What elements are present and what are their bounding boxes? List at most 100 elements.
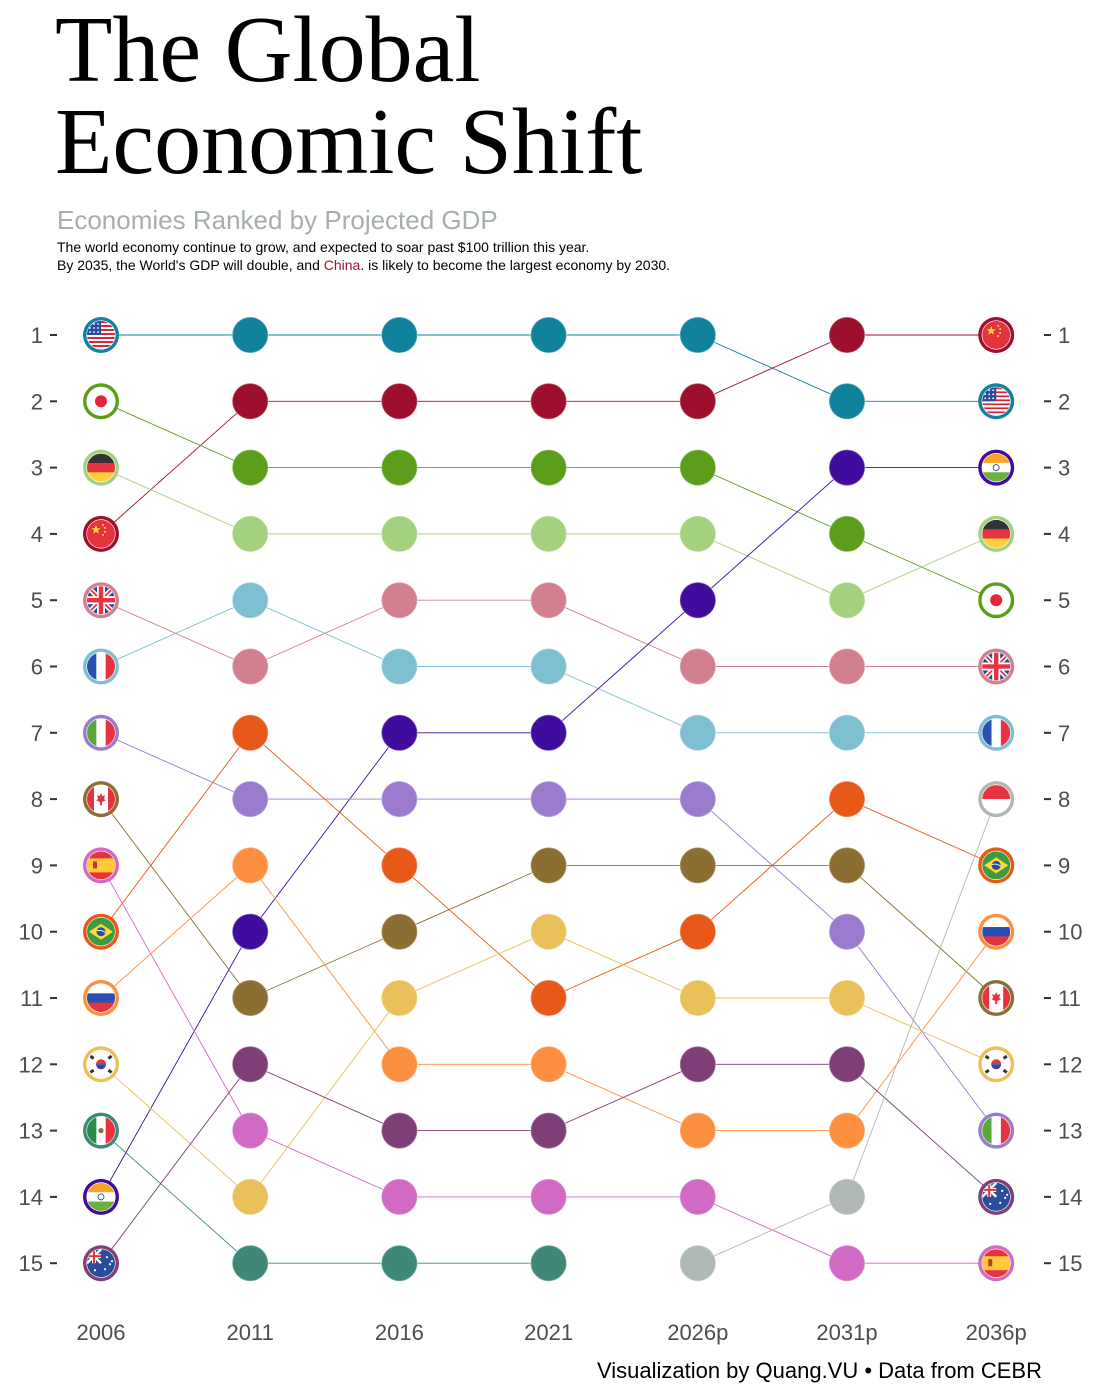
rank-line-australia [846,1063,997,1198]
y-tick-label-left: 9 [31,853,43,878]
mexico-rank-marker [231,1244,269,1282]
rank-line-germany [846,533,997,601]
brazil-rank-marker [828,780,866,818]
canada-rank-marker [679,846,717,885]
description-highlight-china: China [323,257,361,273]
rank-line-mexico [100,1130,251,1264]
chart-title: The Global Economic Shift [55,0,643,194]
rank-line-indonesia [697,1196,848,1264]
rank-line-spain [100,865,251,1131]
india-rank-marker [380,714,419,752]
australia-rank-marker [529,1111,568,1150]
y-tick-label-left: 3 [31,456,43,481]
spain-flag-icon [87,851,115,880]
italy-rank-marker [828,912,866,951]
rank-line-brazil [249,732,400,866]
france-flag-icon [87,652,115,681]
rank-line-germany [100,467,251,535]
rank-line-italy [100,732,251,800]
germany-rank-marker [380,515,419,553]
canada-rank-marker [828,846,866,885]
spain-rank-marker [231,1111,269,1150]
description-line-2-end: . is likely to become the largest econom… [360,257,671,273]
rank-line-germany [697,533,848,601]
mexico-rank-marker [380,1244,419,1282]
france-rank-marker [679,714,717,752]
rank-line-india [548,599,699,734]
y-tick-label-right: 15 [1058,1251,1082,1276]
y-tick-label-right: 14 [1058,1185,1082,1210]
rank-line-korea [100,1063,251,1198]
canada-rank-marker [231,979,269,1017]
x-tick-label: 2021 [524,1320,573,1345]
rank-line-spain [250,1130,400,1198]
y-tick-label-left: 5 [31,588,43,613]
japan-rank-marker [828,515,866,553]
y-tick-label-right: 2 [1058,389,1070,414]
y-tick-label-left: 1 [31,323,43,348]
australia-rank-marker [679,1045,717,1084]
description-line-1: The world economy continue to grow, and … [57,239,590,255]
rank-line-indonesia [846,798,997,1198]
japan-rank-marker [231,448,269,487]
y-tick-label-left: 4 [31,522,43,547]
rank-line-brazil [697,798,848,933]
uk-rank-marker [529,581,568,619]
y-tick-label-right: 4 [1058,522,1070,547]
y-tick-label-left: 12 [19,1052,43,1077]
mexico-flag-icon [87,1116,115,1145]
australia-rank-marker [380,1111,419,1150]
france-rank-marker [380,647,419,686]
description-line-2-start: By 2035, the World's GDP will double, an… [57,257,324,273]
rank-line-france [250,599,400,667]
y-tick-label-right: 5 [1058,588,1070,613]
y-tick-label-right: 12 [1058,1052,1082,1077]
china-rank-marker [679,382,717,421]
germany-rank-marker [529,515,568,553]
x-axis: 2006 2011 2016 2021 2026p 2031p 2036p [77,1320,1027,1345]
x-tick-label: 2026p [667,1320,728,1345]
rank-lines [100,334,997,1264]
australia-rank-marker [828,1045,866,1084]
y-tick-label-right: 8 [1058,787,1070,812]
rank-line-korea [548,931,698,999]
rank-line-india [697,467,848,601]
us-rank-marker [828,382,866,421]
rank-line-canada [100,798,251,999]
spain-rank-marker [529,1178,568,1216]
russia-rank-marker [231,846,269,885]
france-rank-marker [231,581,269,619]
canada-flag-icon [87,785,115,814]
india-flag-icon [982,453,1011,482]
france-rank-marker [529,647,568,686]
germany-rank-marker [231,515,269,553]
rank-line-brazil [399,865,549,999]
japan-rank-marker [529,448,568,487]
italy-rank-marker [679,780,717,818]
rank-line-russia [249,865,400,1065]
indonesia-flag-icon [982,785,1011,814]
india-rank-marker [828,448,866,487]
rank-line-france [548,666,698,734]
australia-flag-icon [87,1249,115,1278]
china-rank-marker [231,382,269,421]
uk-flag-icon [87,586,115,615]
rank-line-korea [846,997,997,1065]
mexico-rank-marker [529,1244,568,1282]
x-tick-label: 2016 [375,1320,424,1345]
korea-rank-marker [380,979,419,1017]
y-tick-label-right: 1 [1058,323,1070,348]
brazil-rank-marker [529,979,568,1017]
y-tick-label-right: 9 [1058,853,1070,878]
x-tick-label: 2031p [816,1320,877,1345]
rank-line-brazil [846,798,997,866]
rank-line-japan [100,400,251,469]
germany-rank-marker [828,581,866,619]
y-tick-label-right: 3 [1058,456,1070,481]
korea-rank-marker [679,979,717,1017]
indonesia-rank-marker [828,1178,866,1216]
italy-rank-marker [529,780,568,818]
chart-subtitle: Economies Ranked by Projected GDP [57,205,498,235]
rank-line-france [100,599,251,667]
